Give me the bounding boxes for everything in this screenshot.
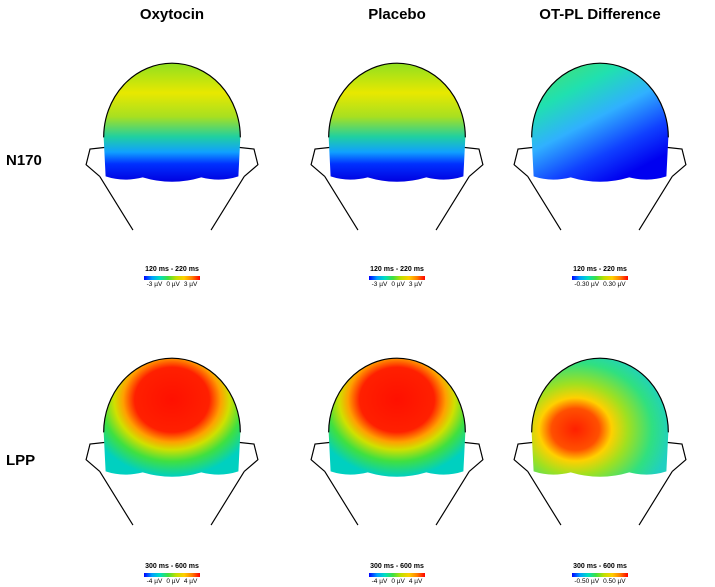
colorbar-legend: 300 ms - 600 ms -4 µV 0 µV 4 µV xyxy=(107,562,237,586)
colorbar-tick-label: 0 µV xyxy=(166,578,180,585)
colorbar-tick-label: -3 µV xyxy=(146,281,163,288)
colorbar-tick-label: 4 µV xyxy=(183,578,198,585)
colorbar-tick-label: -0.50 µV xyxy=(574,578,600,585)
colorbar-tick-label: 0 µV xyxy=(166,281,180,288)
colorbar xyxy=(144,276,200,280)
head-outline xyxy=(531,357,669,433)
colorbar-tick-label: -4 µV xyxy=(146,578,163,585)
scalp-map-n170-difference xyxy=(513,62,687,231)
colorbar xyxy=(572,573,628,577)
colorbar-tick-label: 4 µV xyxy=(408,578,423,585)
scalp-map-lpp-difference xyxy=(513,357,687,526)
head-outline xyxy=(328,357,466,433)
scalp-heatmap xyxy=(531,358,669,477)
colorbar xyxy=(369,276,425,280)
colorbar-tick-label: 0.50 µV xyxy=(603,578,626,585)
neck-outline xyxy=(324,176,470,231)
colorbar-legend: 120 ms - 220 ms -3 µV 0 µV 3 µV xyxy=(332,265,462,289)
colorbar-ticks: -3 µV 0 µV 3 µV xyxy=(332,281,462,289)
scalp-map-lpp-oxytocin xyxy=(85,357,259,526)
colorbar-tick-label: 0.30 µV xyxy=(603,281,626,288)
colorbar xyxy=(572,276,628,280)
time-window-label: 120 ms - 220 ms xyxy=(370,266,424,273)
colorbar-ticks: -4 µV 0 µV 4 µV xyxy=(107,578,237,586)
colorbar-ticks: -3 µV 0 µV 3 µV xyxy=(107,281,237,289)
colorbar xyxy=(369,573,425,577)
time-window-label: 300 ms - 600 ms xyxy=(370,563,424,570)
colorbar-ticks: -4 µV 0 µV 4 µV xyxy=(332,578,462,586)
head-outline xyxy=(531,62,669,138)
ear-outline xyxy=(85,441,259,472)
scalp-heatmap xyxy=(103,63,241,182)
colorbar-tick-label: -4 µV xyxy=(371,578,388,585)
scalp-map-n170-oxytocin xyxy=(85,62,259,231)
colorbar-ticks: -0.30 µV 0.30 µV xyxy=(535,281,665,289)
colorbar-legend: 300 ms - 600 ms -0.50 µV 0.50 µV xyxy=(535,562,665,586)
column-title-placebo: Placebo xyxy=(368,6,426,23)
column-title-difference: OT-PL Difference xyxy=(539,6,661,23)
ear-outline xyxy=(310,146,484,177)
scalp-map-lpp-placebo xyxy=(310,357,484,526)
colorbar-tick-label: 0 µV xyxy=(391,578,405,585)
neck-outline xyxy=(324,471,470,526)
ear-outline xyxy=(310,441,484,472)
time-window-label: 300 ms - 600 ms xyxy=(573,563,627,570)
neck-outline xyxy=(527,176,673,231)
colorbar-tick-label: -0.30 µV xyxy=(574,281,600,288)
head-outline xyxy=(103,357,241,433)
colorbar-ticks: -0.50 µV 0.50 µV xyxy=(535,578,665,586)
column-title-oxytocin: Oxytocin xyxy=(139,6,205,23)
row-label-lpp: LPP xyxy=(6,452,36,469)
colorbar-tick-label: 0 µV xyxy=(391,281,405,288)
neck-outline xyxy=(527,471,673,526)
scalp-map-n170-placebo xyxy=(310,62,484,231)
colorbar-tick-label: 3 µV xyxy=(183,281,198,288)
neck-outline xyxy=(99,471,245,526)
colorbar-tick-label: -3 µV xyxy=(371,281,388,288)
scalp-heatmap xyxy=(328,63,466,182)
row-label-n170: N170 xyxy=(6,152,42,169)
colorbar-legend: 120 ms - 220 ms -3 µV 0 µV 3 µV xyxy=(107,265,237,289)
scalp-heatmap xyxy=(531,63,669,182)
colorbar-legend: 120 ms - 220 ms -0.30 µV 0.30 µV xyxy=(535,265,665,289)
head-outline xyxy=(103,62,241,138)
ear-outline xyxy=(513,146,687,177)
time-window-label: 120 ms - 220 ms xyxy=(145,266,199,273)
ear-outline xyxy=(85,146,259,177)
time-window-label: 300 ms - 600 ms xyxy=(145,563,199,570)
ear-outline xyxy=(513,441,687,472)
head-outline xyxy=(328,62,466,138)
scalp-heatmap xyxy=(328,358,466,477)
neck-outline xyxy=(99,176,245,231)
time-window-label: 120 ms - 220 ms xyxy=(573,266,627,273)
scalp-heatmap xyxy=(103,358,241,477)
colorbar-legend: 300 ms - 600 ms -4 µV 0 µV 4 µV xyxy=(332,562,462,586)
colorbar-tick-label: 3 µV xyxy=(408,281,423,288)
colorbar xyxy=(144,573,200,577)
